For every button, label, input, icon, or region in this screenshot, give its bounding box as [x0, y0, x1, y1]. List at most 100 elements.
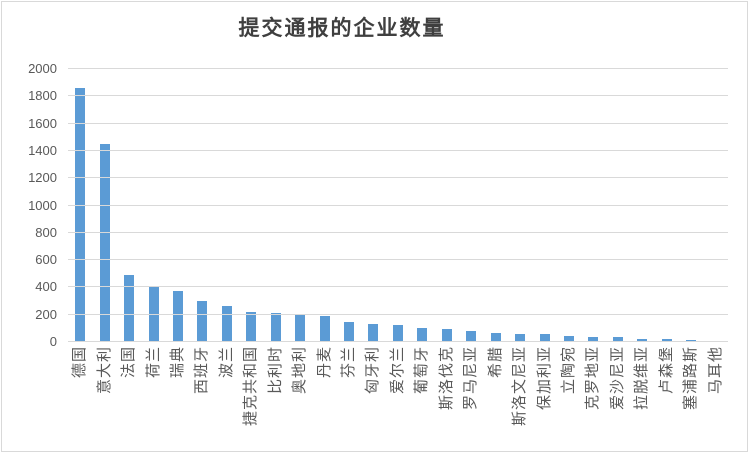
x-tick-label: 卢森堡 — [658, 346, 675, 395]
x-label-slot: 芬兰 — [337, 346, 361, 456]
x-label-slot: 立陶宛 — [557, 346, 581, 456]
x-tick-label: 丹麦 — [316, 346, 333, 379]
y-tick-label: 0 — [49, 334, 57, 349]
x-tick-label: 葡萄牙 — [414, 346, 431, 395]
bar-slot — [459, 68, 483, 341]
x-label-slot: 捷克共和国 — [239, 346, 263, 456]
bar-slot — [508, 68, 532, 341]
x-label-slot: 爱沙尼亚 — [606, 346, 630, 456]
y-tick-label: 1800 — [28, 88, 57, 104]
x-tick-label: 波兰 — [218, 346, 235, 379]
x-label-slot: 西班牙 — [190, 346, 214, 456]
x-tick-label: 芬兰 — [341, 346, 358, 379]
x-label-slot: 法国 — [117, 346, 141, 456]
bar-slot — [581, 68, 605, 341]
y-tick-label: 200 — [35, 306, 57, 322]
gridline — [68, 286, 728, 288]
bar-slot — [679, 68, 703, 341]
y-tick-label: 400 — [35, 279, 57, 295]
x-label-slot: 葡萄牙 — [410, 346, 434, 456]
bar-瑞典 — [172, 291, 183, 341]
y-tick-label: 2000 — [28, 61, 57, 76]
bar-slot — [190, 68, 214, 341]
x-tick-label: 西班牙 — [194, 346, 211, 395]
bar-slot — [630, 68, 654, 341]
x-label-slot: 斯洛文尼亚 — [508, 346, 532, 456]
bar-slot — [703, 68, 727, 341]
bar-slot — [92, 68, 116, 341]
x-label-slot: 匈牙利 — [361, 346, 385, 456]
bar-slot — [361, 68, 385, 341]
gridline — [68, 95, 728, 97]
x-tick-label: 立陶宛 — [560, 346, 577, 395]
bar-slot — [117, 68, 141, 341]
x-tick-label: 罗马尼亚 — [463, 346, 480, 411]
x-tick-label: 保加利亚 — [536, 346, 553, 411]
x-tick-label: 捷克共和国 — [243, 346, 260, 427]
bar-slot — [606, 68, 630, 341]
gridline — [68, 149, 728, 151]
x-tick-label: 意大利 — [96, 346, 113, 395]
x-tick-label: 奥地利 — [292, 346, 309, 395]
bar-罗马尼亚 — [466, 331, 477, 341]
x-label-slot: 塞浦路斯 — [679, 346, 703, 456]
gridline — [68, 68, 728, 69]
x-label-slot: 斯洛伐克 — [435, 346, 459, 456]
x-axis: 德国 意大利 法国 荷兰 瑞典 西班牙 波兰 捷克共和国 比利时 奥地利 丹麦 芬兰 匈牙利 爱尔兰 葡萄牙… — [68, 346, 728, 456]
bar-slot — [215, 68, 239, 341]
bar-slot — [655, 68, 679, 341]
gridline — [68, 231, 728, 233]
bar-芬兰 — [344, 321, 355, 341]
x-label-slot: 波兰 — [215, 346, 239, 456]
x-tick-label: 斯洛文尼亚 — [512, 346, 529, 427]
bar-比利时 — [270, 313, 281, 341]
bar-克罗地亚 — [588, 336, 599, 341]
x-tick-label: 法国 — [121, 346, 138, 379]
gridline — [68, 313, 728, 315]
x-tick-label: 瑞典 — [169, 346, 186, 379]
x-label-slot: 荷兰 — [141, 346, 165, 456]
chart-title: 提交通报的企业数量 — [238, 16, 446, 40]
y-tick-label: 1200 — [28, 170, 57, 186]
x-label-slot: 比利时 — [264, 346, 288, 456]
bar-slot — [386, 68, 410, 341]
x-tick-label: 匈牙利 — [365, 346, 382, 395]
x-label-slot: 丹麦 — [312, 346, 336, 456]
bar-slot — [68, 68, 92, 341]
bar-slot — [239, 68, 263, 341]
x-label-slot: 意大利 — [92, 346, 116, 456]
bar-德国 — [75, 88, 86, 341]
gridline — [68, 204, 728, 206]
bar-slot — [557, 68, 581, 341]
bar-奥地利 — [295, 314, 306, 341]
x-label-slot: 爱尔兰 — [386, 346, 410, 456]
bar-斯洛文尼亚 — [515, 333, 526, 341]
x-tick-label: 荷兰 — [145, 346, 162, 379]
gridline — [68, 259, 728, 261]
bar-法国 — [124, 274, 135, 341]
bar-希腊 — [490, 333, 501, 341]
x-label-slot: 瑞典 — [166, 346, 190, 456]
x-tick-label: 马耳他 — [707, 346, 724, 395]
x-label-slot: 卢森堡 — [655, 346, 679, 456]
x-tick-label: 希腊 — [487, 346, 504, 379]
bar-捷克共和国 — [246, 312, 257, 341]
bar-slot — [410, 68, 434, 341]
y-tick-label: 1400 — [28, 142, 57, 158]
x-label-slot: 保加利亚 — [532, 346, 556, 456]
x-label-slot: 奥地利 — [288, 346, 312, 456]
x-label-slot: 克罗地亚 — [581, 346, 605, 456]
bar-拉脱维亚 — [637, 338, 648, 341]
bar-爱沙尼亚 — [612, 337, 623, 341]
bar-意大利 — [99, 144, 110, 341]
chart-frame — [1, 1, 748, 452]
gridline — [68, 122, 728, 124]
x-label-slot: 罗马尼亚 — [459, 346, 483, 456]
y-tick-label: 1000 — [28, 197, 57, 213]
y-tick-label: 600 — [35, 252, 57, 268]
x-label-slot: 拉脱维亚 — [630, 346, 654, 456]
x-tick-label: 拉脱维亚 — [634, 346, 651, 411]
bar-丹麦 — [319, 316, 330, 341]
x-label-slot: 德国 — [68, 346, 92, 456]
bar-爱尔兰 — [392, 325, 403, 341]
